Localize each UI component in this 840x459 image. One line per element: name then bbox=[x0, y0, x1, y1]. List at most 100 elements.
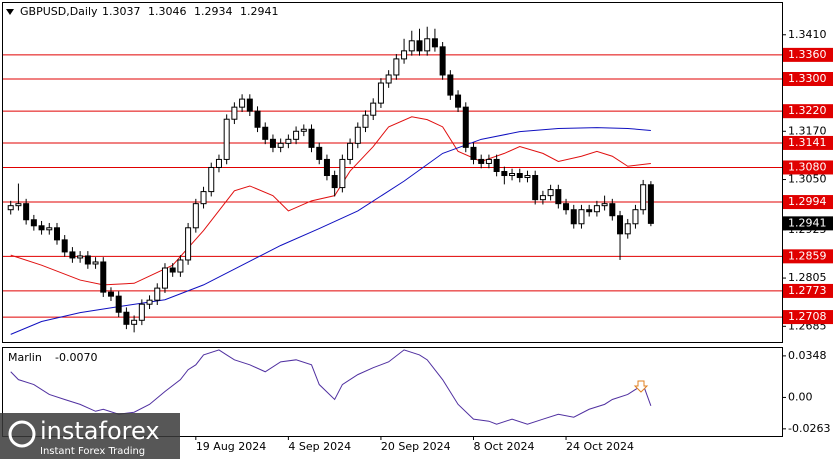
candle-body bbox=[169, 267, 176, 273]
candle-body bbox=[431, 38, 438, 48]
candle-body bbox=[370, 102, 377, 116]
low: 1.2934 bbox=[194, 5, 233, 18]
indicator-tick-label: -0.0263 bbox=[788, 422, 830, 435]
level-label-bg bbox=[783, 283, 833, 298]
candle-body bbox=[38, 225, 45, 231]
candle-body bbox=[532, 175, 539, 201]
candle-body bbox=[239, 98, 246, 108]
candle-body bbox=[215, 158, 222, 168]
signal-arrow bbox=[633, 380, 649, 393]
logo-icon bbox=[8, 420, 36, 448]
candle-body bbox=[555, 189, 562, 205]
candle-body bbox=[516, 173, 523, 179]
panel-marker bbox=[6, 9, 14, 15]
candle-body bbox=[493, 158, 500, 172]
level-label: 1.2708 bbox=[788, 310, 827, 323]
candle-body bbox=[208, 166, 215, 193]
candle-body bbox=[408, 40, 415, 52]
candle-body bbox=[539, 195, 546, 201]
last-price: 1.2941 bbox=[788, 216, 827, 229]
candle-body bbox=[285, 138, 292, 144]
candle-body bbox=[223, 118, 230, 160]
candle-body bbox=[354, 126, 361, 144]
candle-body bbox=[416, 40, 423, 52]
candle-body bbox=[524, 175, 531, 179]
candle-body bbox=[570, 209, 577, 225]
level-label: 1.3220 bbox=[788, 104, 827, 117]
candle-body bbox=[15, 203, 22, 207]
candle-body bbox=[123, 311, 130, 325]
candle-body bbox=[316, 146, 323, 160]
candle-body bbox=[609, 203, 616, 217]
candle-body bbox=[647, 184, 654, 224]
candle-body bbox=[455, 94, 462, 108]
x-tick-label: 19 Aug 2024 bbox=[196, 440, 266, 453]
candle-body bbox=[617, 215, 624, 235]
level-label-bg bbox=[783, 160, 833, 175]
moving-average bbox=[10, 127, 651, 335]
candle-body bbox=[69, 251, 76, 259]
main-panel bbox=[2, 2, 783, 343]
candle-body bbox=[254, 110, 261, 128]
candle-body bbox=[586, 209, 593, 213]
candle-body bbox=[84, 255, 91, 265]
candle-body bbox=[269, 138, 276, 148]
candle-body bbox=[277, 142, 284, 148]
candle-body bbox=[177, 259, 184, 273]
indicator-title: Marlin bbox=[8, 351, 42, 364]
candle-body bbox=[308, 128, 315, 148]
candle-body bbox=[593, 205, 600, 213]
level-label-bg bbox=[783, 310, 833, 325]
candle-body bbox=[300, 128, 307, 132]
level-label-bg bbox=[783, 195, 833, 210]
candle-body bbox=[23, 203, 30, 221]
level-label: 1.2994 bbox=[788, 195, 827, 208]
logo-tagline: Instant Forex Trading bbox=[40, 446, 145, 457]
candle-body bbox=[293, 130, 300, 140]
candle-body bbox=[362, 114, 369, 128]
y-tick-label: 1.3170 bbox=[788, 124, 827, 137]
candle-body bbox=[246, 98, 253, 112]
level-label-bg bbox=[783, 72, 833, 87]
candle-body bbox=[100, 261, 107, 293]
candle-body bbox=[200, 191, 207, 205]
candle-body bbox=[92, 261, 99, 265]
candle-body bbox=[185, 227, 192, 261]
candle-body bbox=[30, 219, 37, 227]
candle-body bbox=[161, 267, 168, 289]
candle-body bbox=[192, 203, 199, 229]
candle-body bbox=[509, 173, 516, 177]
candle-body bbox=[115, 295, 122, 313]
y-tick-label: 1.3410 bbox=[788, 28, 827, 41]
candle-body bbox=[385, 74, 392, 84]
candle-body bbox=[624, 223, 631, 235]
candle-body bbox=[478, 158, 485, 164]
candle-body bbox=[563, 203, 570, 211]
candle-body bbox=[470, 146, 477, 160]
candle-body bbox=[485, 158, 492, 164]
x-tick-label: 8 Oct 2024 bbox=[473, 440, 534, 453]
candle-body bbox=[331, 175, 338, 189]
logo-brand: instaforex bbox=[40, 417, 160, 445]
open: 1.3037 bbox=[102, 5, 141, 18]
indicator-value: -0.0070 bbox=[55, 351, 97, 364]
candle-body bbox=[439, 46, 446, 76]
x-tick-label: 4 Sep 2024 bbox=[288, 440, 351, 453]
candle-body bbox=[447, 74, 454, 96]
candle-body bbox=[77, 255, 84, 259]
logo-box bbox=[0, 413, 180, 459]
candle-body bbox=[107, 291, 114, 297]
level-label: 1.3300 bbox=[788, 72, 827, 85]
level-label-bg bbox=[783, 135, 833, 150]
candle-body bbox=[578, 209, 585, 225]
candle-body bbox=[323, 158, 330, 177]
x-tick-label: 24 Oct 2024 bbox=[566, 440, 634, 453]
level-label: 1.2773 bbox=[788, 284, 827, 297]
close: 1.2941 bbox=[240, 5, 279, 18]
level-label: 1.3360 bbox=[788, 48, 827, 61]
candle-body bbox=[154, 287, 161, 301]
candle-body bbox=[131, 319, 138, 325]
indicator-tick-label: 0.00 bbox=[788, 390, 813, 403]
y-tick-label: 1.2805 bbox=[788, 271, 827, 284]
